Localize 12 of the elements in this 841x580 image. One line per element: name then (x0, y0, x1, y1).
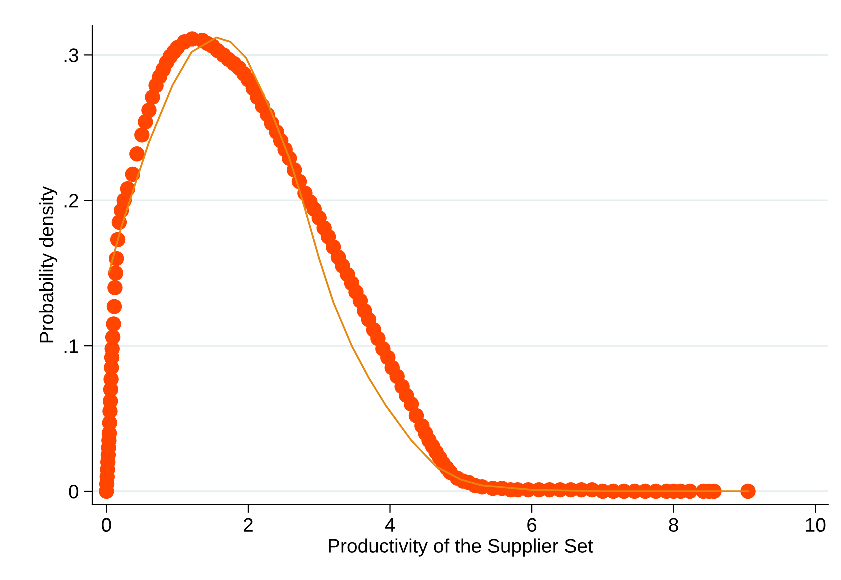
x-axis-title: Productivity of the Supplier Set (329, 538, 594, 557)
x-tick-label: 6 (528, 518, 537, 532)
x-tick-label: 10 (806, 518, 826, 532)
y-tick-label: 0 (69, 484, 79, 499)
y-axis-title: Probability density (39, 186, 58, 343)
x-tick-label: 4 (385, 518, 396, 532)
y-tick-label: .1 (64, 340, 78, 354)
y-tick-label: .2 (64, 194, 78, 208)
x-tick-label: 2 (244, 518, 253, 532)
y-tick-label: .3 (64, 48, 78, 62)
x-tick-label: 0 (102, 518, 112, 532)
x-tick-label: 8 (669, 518, 678, 532)
